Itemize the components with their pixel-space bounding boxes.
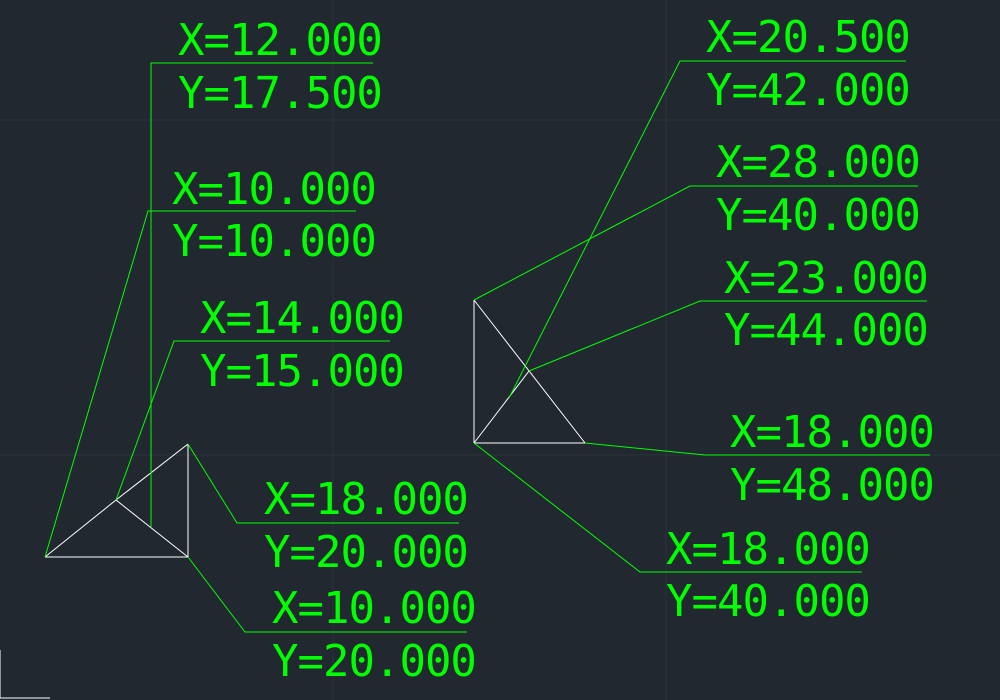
right-triangle-edge-hypotenuse <box>473 299 586 444</box>
right-label-5-x: X=18.000 <box>666 524 870 575</box>
leader-right-4 <box>584 442 930 456</box>
left-label-2-y: Y=10.000 <box>172 216 376 267</box>
right-label-3-x: X=23.000 <box>724 253 928 304</box>
right-label-2-x: X=28.000 <box>716 137 920 188</box>
leader-left-5 <box>187 556 467 633</box>
left-label-4-x: X=18.000 <box>264 474 468 525</box>
leader-left-2 <box>44 210 356 558</box>
left-label-5-y: Y=20.000 <box>272 636 476 687</box>
right-label-5-y: Y=40.000 <box>666 576 870 627</box>
leader-left-1 <box>150 62 373 527</box>
leader-right-3 <box>528 300 927 372</box>
right-label-4-x: X=18.000 <box>730 407 934 458</box>
right-label-2-y: Y=40.000 <box>716 190 920 241</box>
left-label-3-y: Y=15.000 <box>200 346 404 397</box>
left-label-1-x: X=12.000 <box>178 15 382 66</box>
right-label-group: X=20.500 Y=42.000 X=28.000 Y=40.000 X=23… <box>666 12 935 627</box>
right-label-4-y: Y=48.000 <box>730 460 934 511</box>
leader-right-2 <box>473 185 918 301</box>
leader-right-1 <box>508 60 906 399</box>
ucs-corner-icon <box>0 650 50 699</box>
left-triangle-edge-lower-left <box>44 499 117 558</box>
leader-left-3 <box>115 340 390 501</box>
right-triangle-median <box>473 370 530 444</box>
left-label-3-x: X=14.000 <box>200 293 404 344</box>
left-label-group: X=12.000 Y=17.500 X=10.000 Y=10.000 X=14… <box>172 15 477 687</box>
right-label-3-y: Y=44.000 <box>724 305 928 356</box>
left-triangle-edge-slant <box>115 443 189 501</box>
left-label-5-x: X=10.000 <box>272 583 476 634</box>
right-label-1-x: X=20.500 <box>706 12 910 63</box>
leader-left-4 <box>187 443 459 524</box>
leader-right-5 <box>473 442 862 573</box>
left-triangle-median <box>115 499 189 558</box>
right-label-1-y: Y=42.000 <box>706 65 910 116</box>
left-label-4-y: Y=20.000 <box>264 527 468 578</box>
left-label-2-x: X=10.000 <box>172 164 376 215</box>
left-label-1-y: Y=17.500 <box>178 68 382 119</box>
